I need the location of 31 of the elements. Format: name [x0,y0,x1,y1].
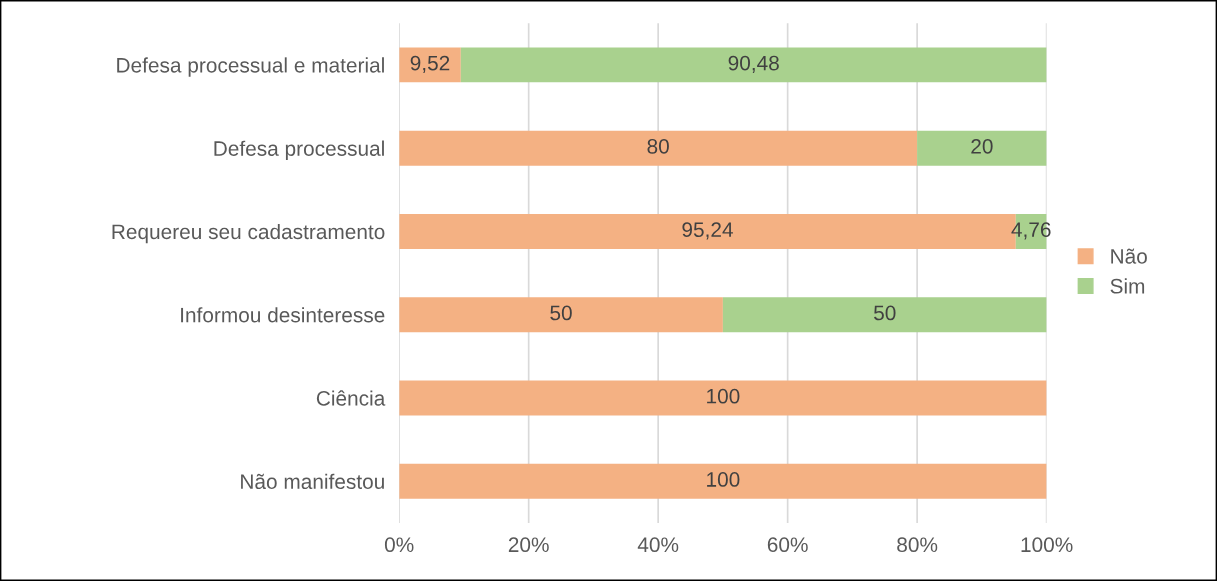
y-tick-label: Requereu seu cadastramento [112,223,385,244]
data-label: 20 [971,138,993,154]
bar [917,130,1047,166]
data-label: 90,48 [728,55,779,73]
data-label: 100 [707,472,740,487]
x-tick-label: 100% [1021,537,1073,553]
x-tick-label: 80% [897,537,938,553]
data-label: 50 [550,305,572,321]
data-label: 100 [707,388,740,404]
bar [399,47,461,83]
bar [399,463,1047,499]
x-tick-label: 60% [767,537,808,553]
data-label: 80 [647,138,669,154]
bar [399,130,918,166]
x-tick-label: 20% [508,537,549,553]
data-label: 95,24 [682,222,733,240]
y-tick-label: Não manifestou [241,473,384,490]
legend-label: Não [1111,248,1147,264]
y-tick-label: Defesa processual e material [117,57,384,77]
bar [460,47,1047,83]
bar [722,297,1047,333]
data-label: 9,52 [410,55,450,73]
x-tick-label: 40% [637,537,679,553]
y-tick-label: Informou desinteresse [181,307,385,323]
y-tick-label: Defesa processual [214,140,384,161]
x-tick-label: 0% [384,537,414,553]
y-tick-label: Ciência [316,390,386,406]
bar [399,380,1047,416]
legend-label: Sim [1110,278,1145,294]
data-label: 50 [874,305,896,321]
bar [399,297,723,333]
